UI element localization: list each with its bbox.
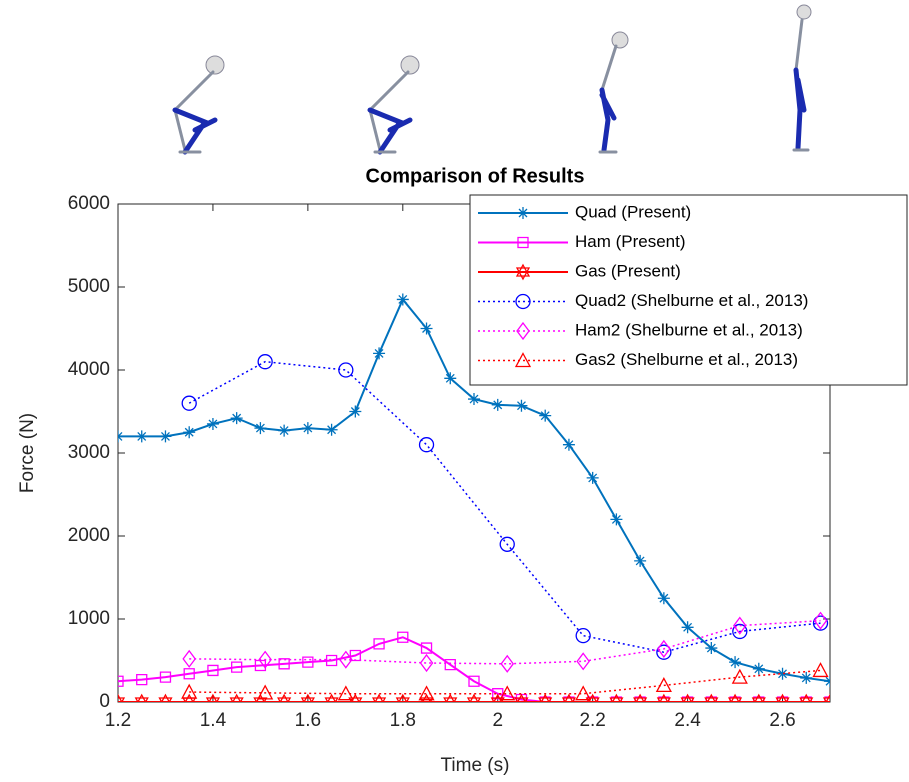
marker [207,418,219,430]
x-tick-label: 1.2 [105,710,131,731]
marker [420,438,434,452]
marker [634,555,646,567]
y-tick-label: 4000 [68,359,110,380]
y-tick-label: 2000 [68,525,110,546]
legend: Quad (Present) Ham (Present) Gas (Present)… [470,195,907,385]
marker [182,396,196,410]
marker [136,430,148,442]
x-tick-label: 2 [492,710,503,731]
figures [175,5,811,152]
legend-label: Gas2 (Shelburne et al., 2013) [575,350,798,369]
marker [576,629,590,643]
marker [610,513,622,525]
x-tick-label: 1.6 [295,710,321,731]
legend-label: Quad2 (Shelburne et al., 2013) [575,291,808,310]
marker [339,363,353,377]
chart: Comparison of Results Time (s) Force (N)… [0,0,909,782]
x-tick-label: 2.2 [579,710,605,731]
x-tick-label: 2.4 [674,710,701,731]
marker [231,412,243,424]
legend-label: Quad (Present) [575,202,691,221]
y-tick-label: 3000 [68,442,110,463]
y-tick-label: 6000 [68,193,110,214]
marker [278,425,290,437]
marker [159,430,171,442]
x-tick-label: 1.4 [200,710,227,731]
marker [515,400,527,412]
legend-label: Ham2 (Shelburne et al., 2013) [575,320,803,339]
chart-title: Comparison of Results [366,165,585,187]
x-tick-label: 2.6 [769,710,795,731]
x-axis-label: Time (s) [441,755,510,776]
y-axis-label: Force (N) [17,413,38,493]
marker [112,430,124,442]
marker [254,422,266,434]
legend-label: Ham (Present) [575,232,686,251]
marker [302,422,314,434]
y-tick-label: 5000 [68,276,110,297]
marker [729,656,741,668]
marker [753,663,765,675]
marker [577,653,589,669]
marker [492,399,504,411]
marker [501,656,513,672]
y-tick-label: 0 [99,691,110,712]
marker [373,347,385,359]
marker [183,426,195,438]
marker [800,672,812,684]
y-tick-label: 1000 [68,608,110,629]
marker [814,663,828,676]
legend-label: Gas (Present) [575,261,681,280]
x-tick-label: 1.8 [390,710,416,731]
